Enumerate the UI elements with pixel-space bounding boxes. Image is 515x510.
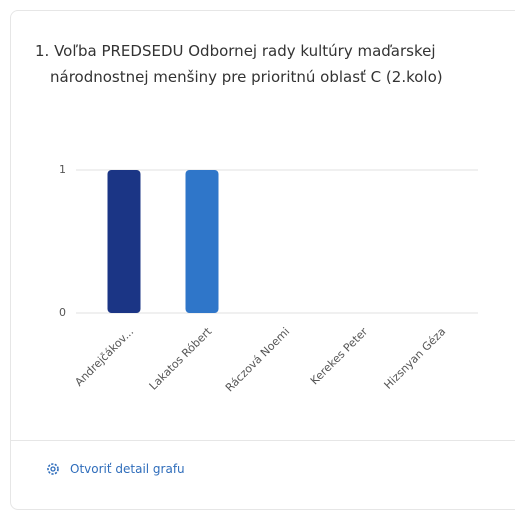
chart-title: 1. Voľba PREDSEDU Odbornej rady kultúry …: [35, 42, 443, 86]
gear-icon[interactable]: [46, 462, 60, 476]
y-tick-label: 0: [59, 306, 66, 319]
x-tick-label: Kerekes Peter: [308, 325, 371, 388]
chart: 0 1 Andrejčákov... Lakatos Róbert Ráczová No…: [59, 163, 478, 394]
x-tick-label: Hizsnyan Géza: [382, 325, 449, 392]
divider: [11, 440, 515, 441]
bar: [185, 170, 219, 313]
y-tick-label: 1: [59, 163, 66, 176]
page: 1. Voľba PREDSEDU Odbornej rady kultúry …: [10, 10, 515, 510]
bar: [107, 170, 141, 313]
x-tick-label: Andrejčákov...: [72, 325, 136, 389]
x-tick-label: Lakatos Róbert: [147, 325, 215, 393]
chart-detail-link[interactable]: Otvoriť detail grafu: [70, 462, 185, 476]
x-tick-label: Ráczová Noemi: [223, 325, 292, 394]
